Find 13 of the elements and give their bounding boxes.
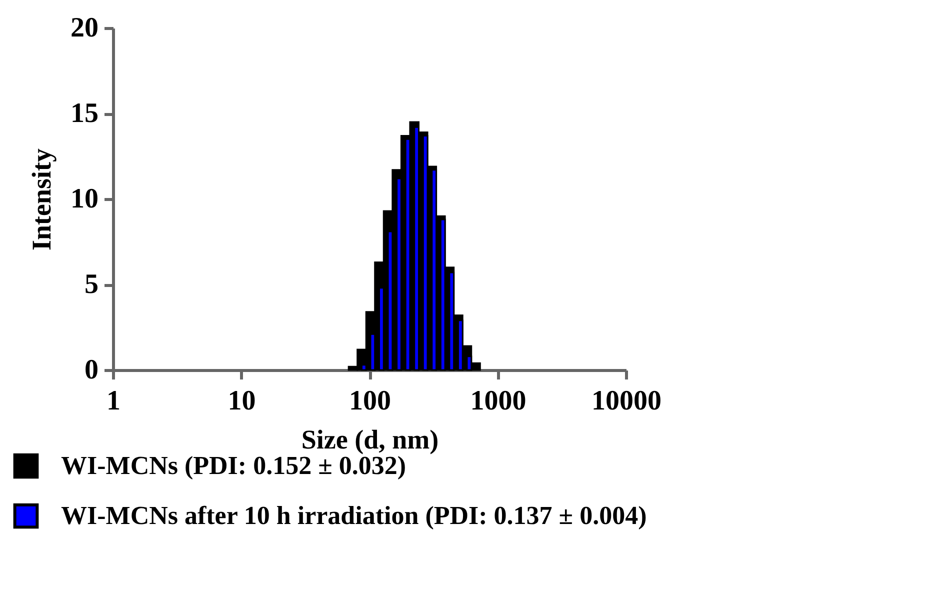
x-tick-label: 100	[349, 386, 391, 416]
y-tick-label: 15	[70, 98, 98, 129]
y-axis-title: Intensity	[26, 148, 56, 251]
y-tick-label: 0	[84, 354, 98, 386]
y-tick-label: 5	[84, 269, 98, 300]
x-tick-label: 1	[106, 386, 120, 416]
legend-label: WI-MCNs after 10 h irradiation (PDI: 0.137 ± 0.004)	[61, 501, 647, 530]
y-tick-label: 10	[70, 184, 98, 214]
x-axis-title: Size (d, nm)	[301, 424, 439, 454]
x-tick-label: 1000	[470, 386, 526, 416]
y-tick-label: 20	[70, 12, 98, 44]
x-tick-label: 10	[228, 386, 256, 416]
x-tick-label: 10000	[592, 386, 662, 416]
